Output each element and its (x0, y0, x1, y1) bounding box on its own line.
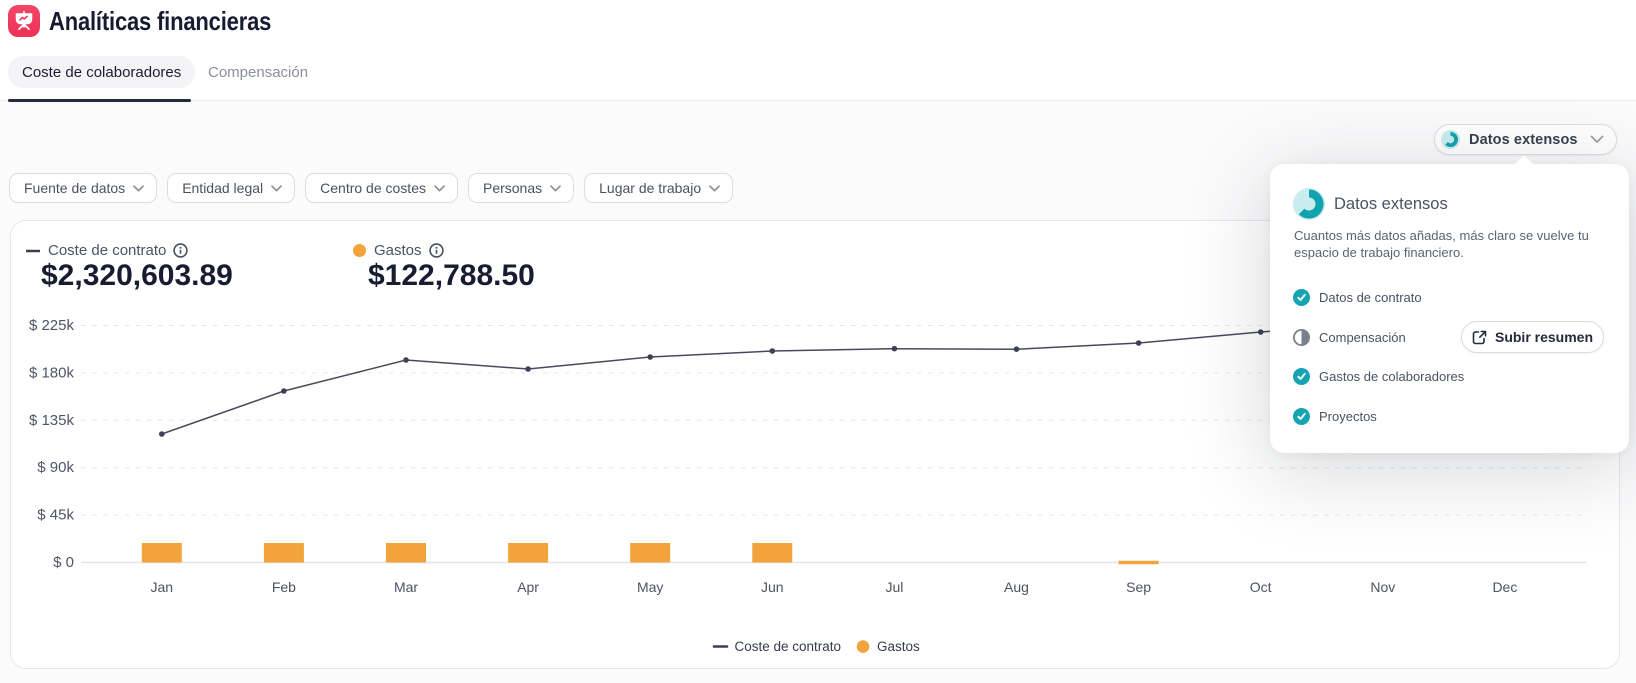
svg-text:Nov: Nov (1370, 579, 1395, 595)
svg-text:Aug: Aug (1004, 579, 1029, 595)
svg-text:Jun: Jun (761, 579, 784, 595)
svg-text:Oct: Oct (1250, 579, 1272, 595)
svg-text:$ 90k: $ 90k (37, 459, 74, 476)
svg-text:Sep: Sep (1126, 579, 1151, 595)
svg-text:Jul: Jul (885, 579, 903, 595)
svg-text:$ 45k: $ 45k (37, 507, 74, 524)
svg-text:$ 135k: $ 135k (29, 412, 75, 429)
svg-text:Dec: Dec (1492, 579, 1517, 595)
svg-text:Mar: Mar (394, 579, 418, 595)
svg-text:May: May (637, 579, 663, 595)
svg-text:Feb: Feb (272, 579, 296, 595)
svg-text:$ 180k: $ 180k (29, 364, 75, 381)
svg-text:Coste de contrato: Coste de contrato (735, 639, 842, 654)
svg-text:$ 225k: $ 225k (29, 317, 75, 334)
svg-text:$ 0: $ 0 (53, 554, 74, 571)
svg-text:Gastos: Gastos (877, 639, 920, 654)
svg-text:Jan: Jan (151, 579, 174, 595)
svg-text:Apr: Apr (517, 579, 539, 595)
